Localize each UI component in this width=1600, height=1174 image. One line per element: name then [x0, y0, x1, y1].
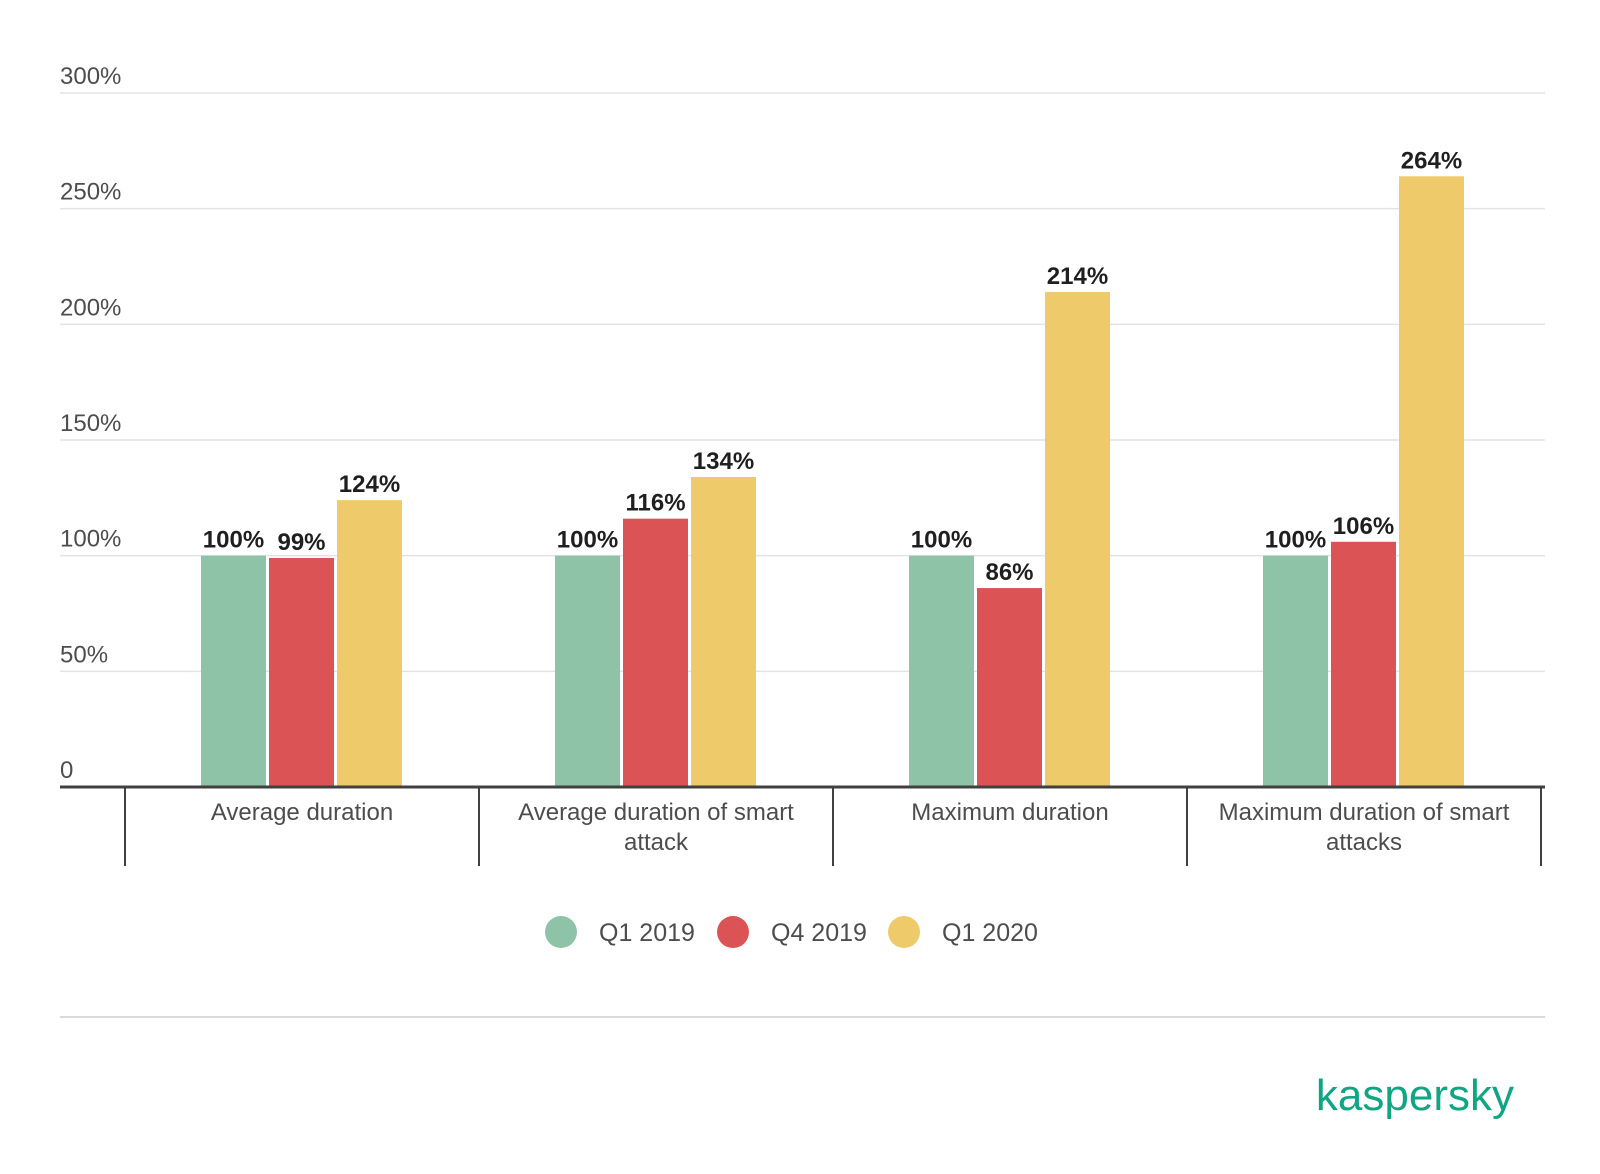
y-tick-label: 50%	[60, 641, 108, 668]
category-label: Maximum duration of smart	[1219, 799, 1510, 826]
y-tick-label: 150%	[60, 410, 121, 437]
bar	[1263, 555, 1328, 787]
data-label: 100%	[203, 527, 264, 554]
x-axis	[60, 785, 1545, 866]
legend-label: Q4 2019	[771, 919, 867, 947]
legend-swatch	[888, 916, 920, 948]
bar	[623, 518, 688, 787]
y-tick-label: 0	[60, 757, 73, 784]
legend-swatch	[717, 916, 749, 948]
y-tick-label: 100%	[60, 526, 121, 553]
bars	[201, 176, 1464, 787]
bar	[909, 555, 974, 787]
bar	[269, 557, 334, 787]
bar	[201, 555, 266, 787]
data-label: 264%	[1401, 147, 1462, 174]
data-label: 100%	[1265, 527, 1326, 554]
category-labels: Average duration Average duration of smar…	[211, 799, 1510, 856]
category-label: Maximum duration	[911, 799, 1108, 826]
data-label: 134%	[693, 448, 754, 475]
bar	[337, 500, 402, 787]
legend-label: Q1 2020	[942, 919, 1038, 947]
data-label: 86%	[985, 559, 1033, 586]
y-tick-label: 200%	[60, 294, 121, 321]
category-label: Average duration of smart	[518, 799, 794, 826]
data-label: 100%	[557, 527, 618, 554]
category-label: attacks	[1326, 829, 1402, 856]
bar	[1045, 291, 1110, 787]
data-label: 106%	[1333, 513, 1394, 540]
legend-swatch	[545, 916, 577, 948]
y-tick-label: 250%	[60, 179, 121, 206]
data-label: 214%	[1047, 263, 1108, 290]
bar	[1331, 541, 1396, 787]
bar	[555, 555, 620, 787]
bar	[691, 477, 756, 787]
data-label: 124%	[339, 471, 400, 498]
data-label: 100%	[911, 527, 972, 554]
kaspersky-logo: kaspersky	[1316, 1071, 1514, 1120]
legend-label: Q1 2019	[599, 919, 695, 947]
category-label: attack	[624, 829, 689, 856]
data-label: 99%	[277, 529, 325, 556]
y-tick-label: 300%	[60, 63, 121, 90]
y-axis-ticks: 0 50% 100% 150% 200% 250% 300%	[60, 63, 121, 784]
bar	[1399, 176, 1464, 787]
legend: Q1 2019 Q4 2019 Q1 2020	[545, 916, 1038, 948]
category-label: Average duration	[211, 799, 393, 826]
data-labels: 100% 99% 124% 100% 116% 134% 100% 86% 214% 100% 10…	[203, 147, 1462, 586]
data-label: 116%	[625, 490, 685, 517]
bar	[977, 588, 1042, 787]
